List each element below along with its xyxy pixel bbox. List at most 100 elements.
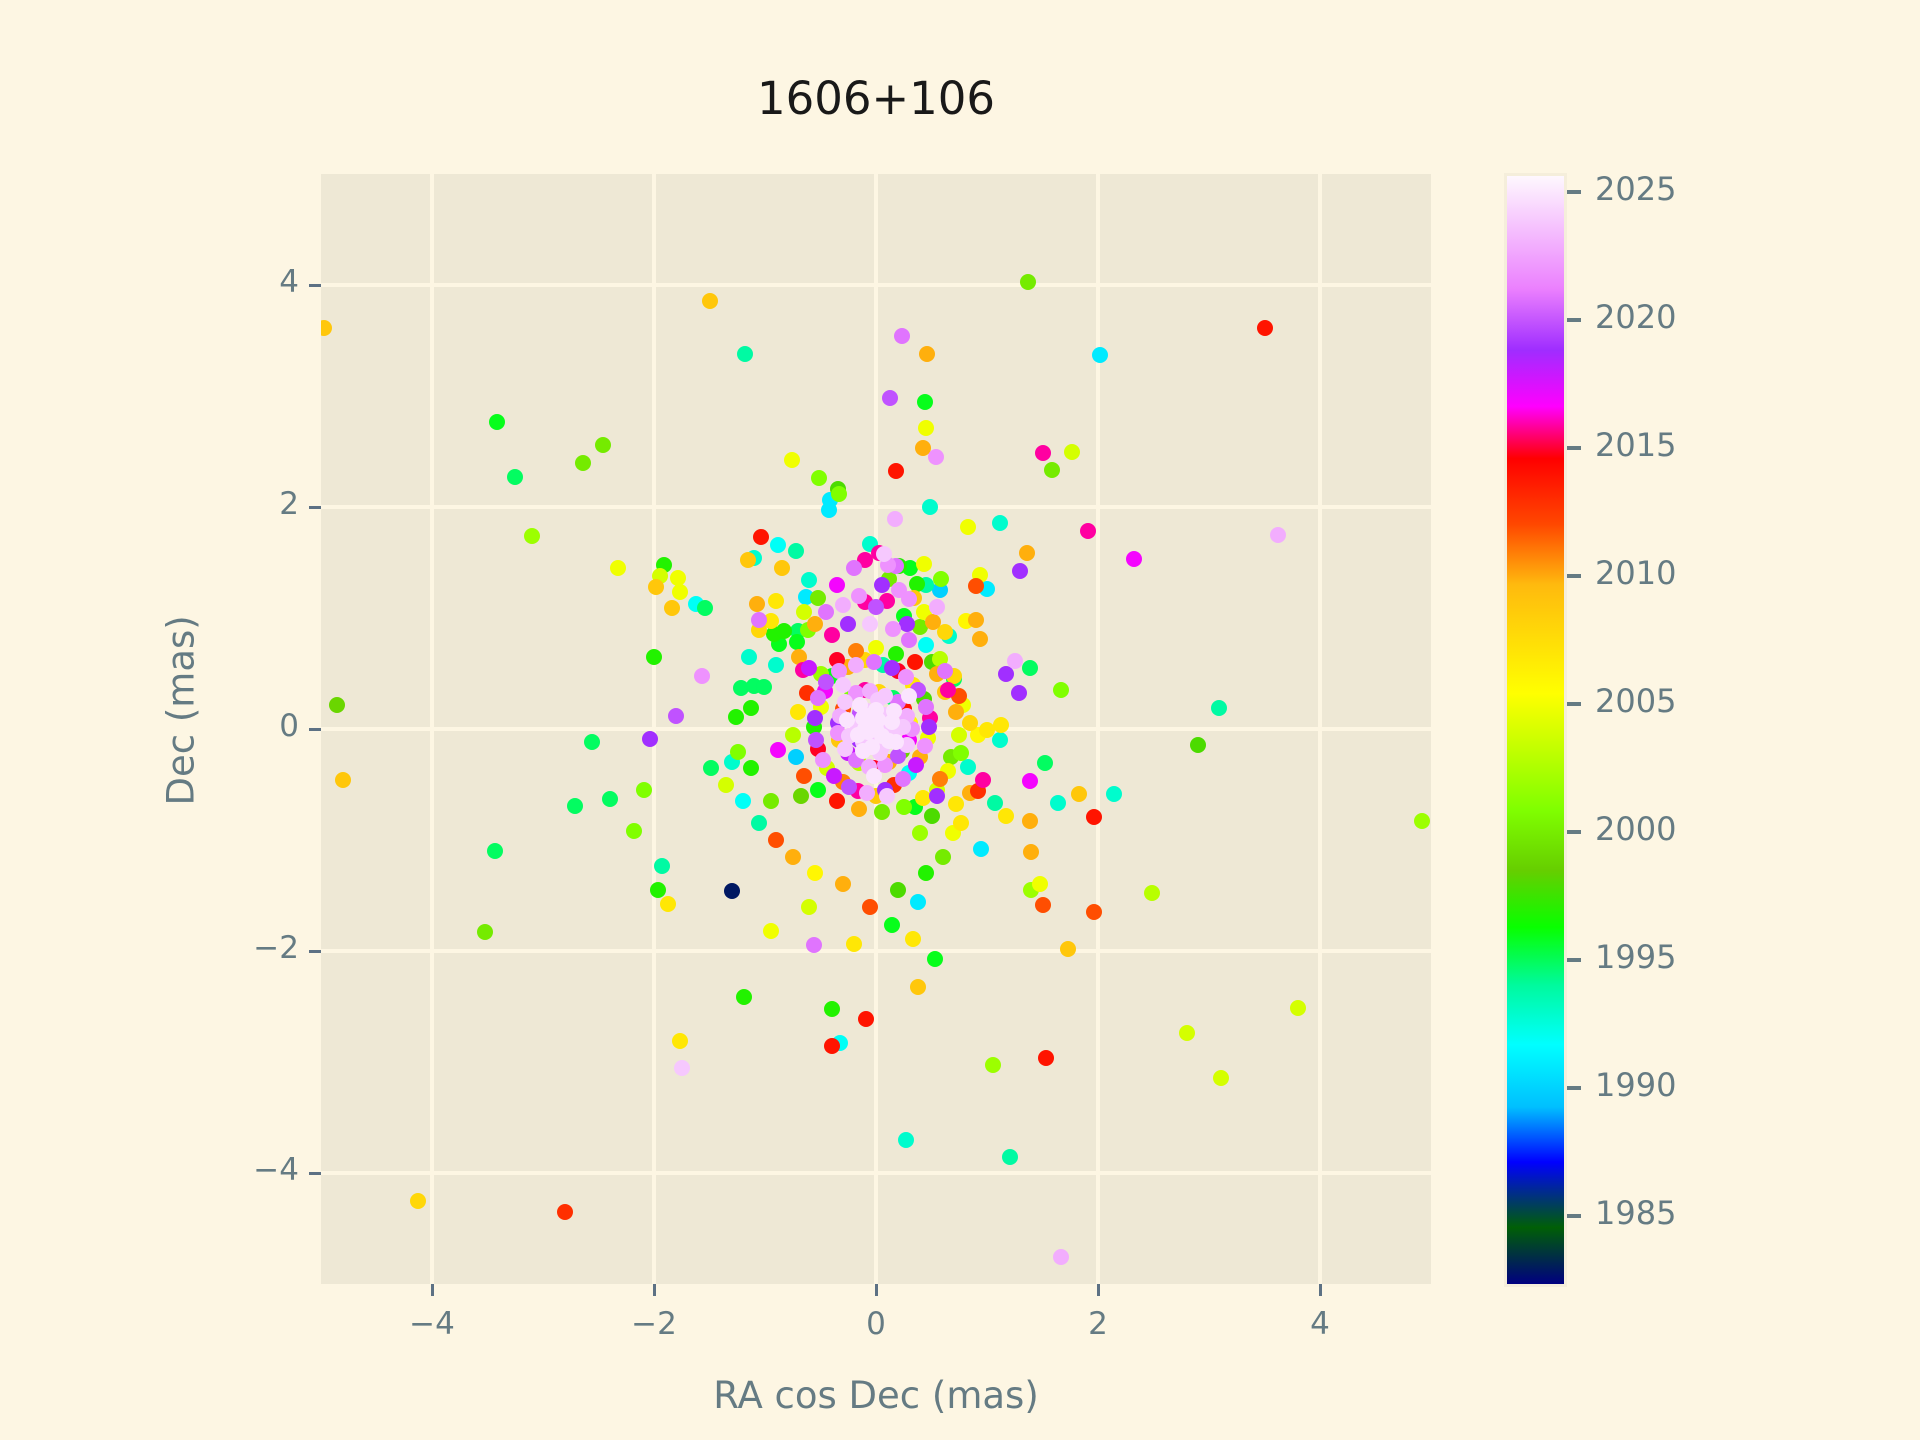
scatter-point (923, 807, 940, 824)
colorbar-tick-label: 2020 (1595, 298, 1677, 337)
scatter-point (594, 436, 611, 453)
scatter-point (626, 823, 643, 840)
scatter-point (728, 708, 745, 725)
x-tick-mark (874, 1284, 878, 1296)
colorbar-tick-mark (1567, 574, 1581, 579)
scatter-point (1289, 999, 1306, 1016)
scatter-point (863, 738, 880, 755)
scatter-point (805, 937, 822, 954)
scatter-point (917, 698, 934, 715)
colorbar-tick-label: 2015 (1595, 426, 1677, 465)
scatter-point (845, 560, 862, 577)
scatter-point (862, 615, 879, 632)
scatter-point (901, 687, 918, 704)
plot-area (321, 174, 1431, 1284)
scatter-point (723, 883, 740, 900)
scatter-point (914, 789, 931, 806)
scatter-point (1080, 523, 1096, 540)
scatter-point (788, 543, 805, 560)
scatter-point (1023, 844, 1040, 861)
scatter-point (993, 716, 1010, 733)
scatter-point (839, 712, 856, 729)
scatter-point (742, 759, 759, 776)
scatter-point (979, 722, 995, 739)
scatter-point (737, 345, 754, 362)
scatter-point (960, 518, 977, 535)
scatter-point (1011, 685, 1028, 702)
scatter-point (997, 807, 1014, 824)
colorbar-tick-mark (1567, 318, 1581, 323)
scatter-point (926, 950, 943, 967)
scatter-point (523, 527, 540, 544)
scatter-point (795, 604, 812, 621)
scatter-point (1044, 462, 1061, 479)
scatter-point (1032, 876, 1049, 893)
scatter-point (924, 614, 941, 631)
scatter-point (768, 593, 785, 610)
colorbar-tick-label: 2000 (1595, 809, 1677, 848)
scatter-point (1144, 885, 1161, 902)
scatter-point (1085, 904, 1102, 921)
scatter-point (836, 694, 853, 711)
scatter-point (915, 555, 932, 572)
scatter-point (701, 292, 718, 309)
colorbar-tick-label: 2010 (1595, 554, 1677, 593)
scatter-point (1125, 551, 1142, 568)
x-tick-label: 2 (1088, 1306, 1108, 1342)
y-tick-label: 2 (279, 486, 299, 522)
scatter-point (986, 795, 1003, 812)
colorbar-tick-label: 1995 (1595, 937, 1677, 976)
plot-title: 1606+106 (756, 72, 996, 125)
colorbar-tick-mark (1567, 1213, 1581, 1218)
scatter-point (810, 689, 827, 706)
scatter-point (810, 590, 827, 607)
scatter-point (997, 665, 1014, 682)
scatter-point (788, 748, 805, 765)
scatter-point (823, 1000, 840, 1017)
scatter-point (972, 631, 989, 648)
scatter-point (829, 576, 846, 593)
scatter-point (909, 575, 926, 592)
scatter-point (841, 778, 858, 795)
scatter-point (910, 978, 927, 995)
scatter-point (879, 787, 896, 804)
scatter-point (762, 793, 779, 810)
scatter-point (567, 797, 584, 814)
scatter-point (811, 470, 828, 487)
scatter-point (784, 848, 801, 865)
scatter-point (936, 663, 953, 680)
scatter-point (795, 767, 812, 784)
scatter-point (890, 881, 907, 898)
scatter-point (934, 848, 951, 865)
scatter-point (730, 744, 747, 761)
gridline-horizontal (321, 1171, 1431, 1175)
scatter-point (673, 1059, 690, 1076)
scatter-point (834, 596, 851, 613)
scatter-point (477, 924, 494, 941)
scatter-point (929, 598, 946, 615)
scatter-point (1034, 444, 1051, 461)
scatter-point (814, 752, 831, 769)
scatter-point (648, 578, 665, 595)
scatter-point (821, 502, 838, 519)
scatter-point (917, 636, 934, 653)
scatter-point (831, 485, 848, 502)
scatter-point (912, 825, 929, 842)
scatter-point (718, 776, 735, 793)
scatter-point (1006, 653, 1023, 670)
scatter-point (917, 420, 934, 437)
scatter-point (974, 772, 991, 789)
scatter-point (773, 560, 790, 577)
scatter-point (732, 679, 749, 696)
colorbar-tick-mark (1567, 190, 1581, 195)
scatter-point (882, 390, 899, 407)
scatter-point (487, 843, 504, 860)
y-tick-label: −2 (253, 930, 299, 966)
y-tick-label: 0 (279, 708, 299, 744)
scatter-point (646, 648, 662, 665)
colorbar-tick-mark (1567, 701, 1581, 706)
scatter-point (740, 552, 757, 569)
scatter-point (790, 704, 807, 721)
scatter-point (801, 572, 818, 589)
